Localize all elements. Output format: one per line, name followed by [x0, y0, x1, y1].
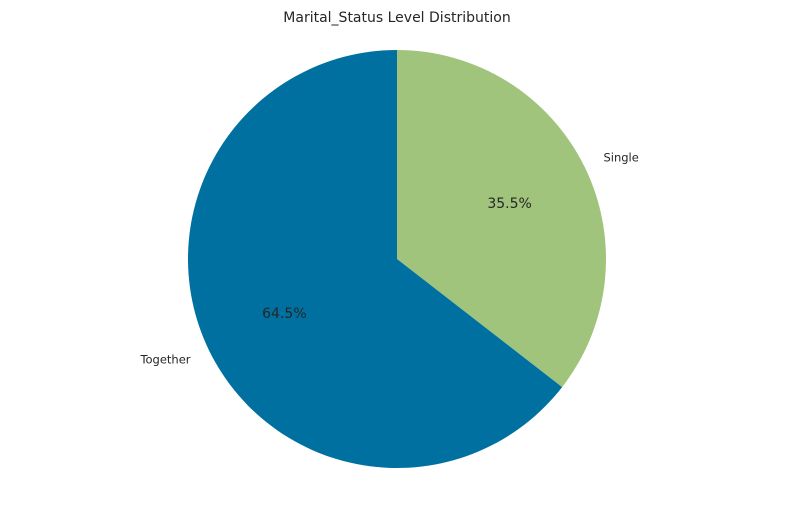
pie-slice-together: [187, 50, 563, 468]
chart-title: Marital_Status Level Distribution: [283, 10, 510, 26]
pie-slices: [187, 50, 606, 468]
slice-label-single: Single: [603, 150, 638, 164]
pie-labels: Single 35.5% Together 64.5%: [139, 150, 638, 366]
percent-label-single: 35.5%: [487, 196, 531, 212]
pie-slice-single: [397, 50, 606, 388]
slice-label-together: Together: [139, 353, 190, 367]
percent-label-together: 64.5%: [262, 306, 306, 322]
